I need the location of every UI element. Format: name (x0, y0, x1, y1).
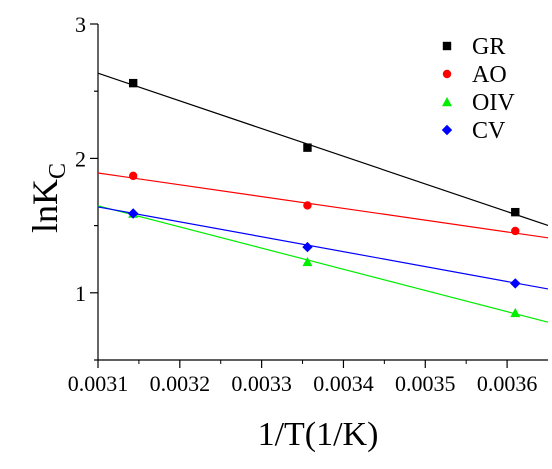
x-tick-label: 0.0032 (150, 371, 211, 396)
x-axis-title: 1/T(1/K) (258, 416, 379, 453)
y-axis-title: lnKC (25, 163, 71, 233)
y-axis-title-base: lnK (25, 179, 65, 233)
legend-marker-ao (442, 69, 452, 79)
data-point-ao (128, 171, 138, 181)
y-axis-ticks: 1 2 3 (75, 12, 98, 361)
data-point-gr (303, 143, 312, 152)
x-axis-ticks: 0.0031 0.0032 0.0033 0.0034 0.0035 0.0036 (68, 360, 538, 396)
y-tick-label: 1 (75, 281, 86, 306)
legend-label-gr: GR (472, 34, 505, 60)
data-point-oiv (302, 256, 313, 267)
y-tick-label: 3 (75, 12, 86, 37)
data-point-ao (511, 226, 520, 236)
fit-line-gr (97, 72, 549, 227)
legend-label-cv: CV (472, 118, 506, 144)
y-tick-label: 2 (75, 146, 86, 171)
legend-label-oiv: OIV (472, 90, 515, 116)
legend-label-ao: AO (472, 62, 507, 88)
x-tick-label: 0.0035 (395, 371, 456, 396)
data-point-gr (511, 207, 520, 217)
plot-frame (97, 24, 548, 361)
x-tick-label: 0.0036 (477, 371, 538, 396)
fit-line-ao (97, 172, 549, 239)
data-point-ao (303, 201, 312, 210)
legend-marker-oiv (442, 97, 452, 107)
data-point-cv (127, 208, 139, 219)
x-tick-label: 0.0031 (68, 371, 129, 396)
fit-line-oiv (97, 205, 549, 323)
fit-lines (97, 72, 549, 323)
x-tick-label: 0.0034 (313, 371, 374, 396)
fit-line-cv (97, 206, 549, 290)
data-point-cv (302, 241, 313, 253)
legend-marker-cv (441, 124, 453, 136)
data-point-oiv (510, 307, 521, 318)
data-points (127, 78, 521, 318)
x-tick-label: 0.0033 (231, 371, 292, 396)
legend-marker-gr (442, 41, 452, 51)
y-axis-title-subscript: C (45, 163, 71, 179)
data-point-cv (510, 278, 521, 289)
data-point-gr (128, 78, 138, 88)
